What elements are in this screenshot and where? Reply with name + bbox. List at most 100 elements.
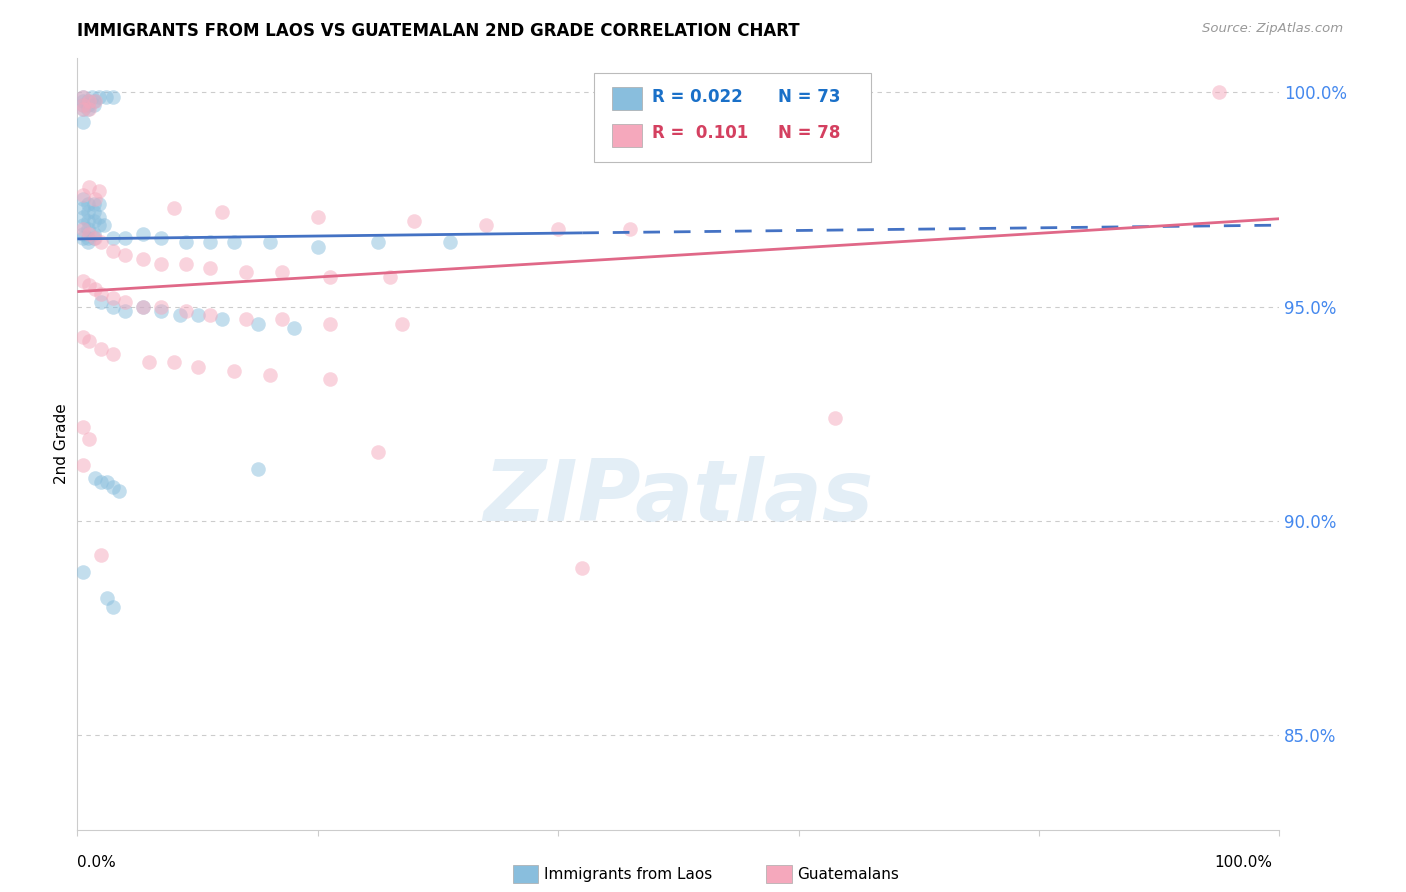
Point: [103, 347, 125, 361]
Point: [79, 433, 101, 447]
Point: [90, 548, 112, 562]
Point: [72, 218, 94, 232]
Point: [77, 98, 100, 112]
Point: [211, 205, 233, 219]
Point: [198, 260, 221, 275]
FancyBboxPatch shape: [612, 87, 643, 110]
Point: [72, 231, 94, 245]
Point: [619, 222, 641, 236]
Text: N = 73: N = 73: [778, 87, 841, 105]
Point: [162, 355, 184, 369]
Point: [211, 312, 233, 326]
Point: [80, 89, 103, 103]
Point: [222, 364, 245, 378]
Point: [77, 205, 100, 219]
Point: [72, 201, 94, 215]
Point: [367, 235, 389, 250]
FancyBboxPatch shape: [612, 124, 643, 146]
Point: [103, 291, 125, 305]
Point: [79, 227, 101, 241]
Point: [87, 196, 110, 211]
Point: [114, 248, 136, 262]
Point: [77, 94, 100, 108]
Point: [378, 269, 401, 284]
Point: [96, 89, 118, 103]
Text: Guatemalans: Guatemalans: [797, 867, 898, 881]
Point: [103, 300, 125, 314]
Point: [72, 94, 94, 108]
Point: [83, 227, 105, 241]
Point: [150, 257, 173, 271]
Point: [222, 235, 245, 250]
Point: [103, 244, 125, 258]
Text: R = 0.022: R = 0.022: [652, 87, 742, 105]
Point: [246, 317, 269, 331]
Point: [307, 239, 329, 253]
Text: Source: ZipAtlas.com: Source: ZipAtlas.com: [1202, 22, 1343, 36]
Point: [132, 300, 155, 314]
Point: [547, 222, 569, 236]
Point: [72, 210, 94, 224]
Point: [439, 235, 461, 250]
Text: Immigrants from Laos: Immigrants from Laos: [544, 867, 713, 881]
Point: [93, 218, 115, 232]
Point: [198, 308, 221, 322]
Point: [150, 300, 173, 314]
Point: [87, 210, 110, 224]
Point: [259, 235, 281, 250]
Point: [108, 483, 131, 498]
Point: [259, 368, 281, 383]
Point: [87, 184, 110, 198]
Point: [72, 98, 94, 112]
Point: [79, 103, 101, 117]
Y-axis label: 2nd Grade: 2nd Grade: [53, 403, 69, 484]
Point: [72, 98, 94, 112]
Point: [87, 218, 110, 232]
FancyBboxPatch shape: [595, 73, 870, 162]
Point: [270, 265, 292, 279]
Point: [319, 317, 342, 331]
Point: [174, 235, 197, 250]
Point: [103, 89, 125, 103]
Point: [72, 458, 94, 473]
Point: [83, 196, 105, 211]
Point: [72, 103, 94, 117]
Point: [103, 231, 125, 245]
Point: [169, 308, 191, 322]
Point: [174, 304, 197, 318]
Point: [198, 235, 221, 250]
Text: 0.0%: 0.0%: [77, 855, 117, 870]
Point: [90, 286, 112, 301]
Point: [824, 411, 846, 425]
Point: [270, 312, 292, 326]
Point: [186, 359, 209, 374]
Point: [83, 94, 105, 108]
Point: [84, 471, 107, 485]
Point: [132, 252, 155, 267]
Point: [103, 599, 125, 614]
Point: [72, 188, 94, 202]
Point: [96, 475, 118, 490]
Text: R =  0.101: R = 0.101: [652, 124, 748, 142]
Point: [246, 462, 269, 476]
Point: [90, 475, 112, 490]
Point: [84, 94, 107, 108]
Point: [84, 283, 107, 297]
Point: [132, 227, 155, 241]
Point: [83, 231, 105, 245]
Point: [83, 98, 105, 112]
Point: [90, 343, 112, 357]
Point: [391, 317, 413, 331]
Point: [72, 103, 94, 117]
Point: [72, 222, 94, 236]
Text: 100.0%: 100.0%: [1215, 855, 1272, 870]
Point: [79, 334, 101, 348]
Point: [96, 591, 118, 605]
Point: [571, 561, 593, 575]
Point: [235, 312, 257, 326]
Point: [72, 274, 94, 288]
Point: [174, 257, 197, 271]
Point: [87, 89, 110, 103]
Point: [72, 193, 94, 207]
Point: [77, 222, 100, 236]
